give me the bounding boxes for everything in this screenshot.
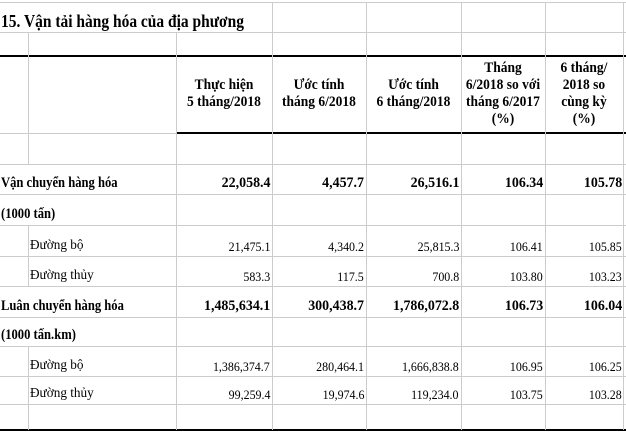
gridline — [0, 256, 626, 257]
header-line: Tháng — [484, 60, 522, 76]
cell-value[interactable]: 25,815.3 — [417, 239, 459, 254]
gridline — [176, 132, 626, 134]
gridline — [176, 32, 177, 430]
cell-value[interactable]: 99,259.4 — [228, 387, 270, 402]
cell-value[interactable]: 700.8 — [432, 269, 459, 284]
cell-value[interactable]: 22,058.4 — [221, 175, 270, 191]
cell-value[interactable]: 103.75 — [510, 387, 543, 402]
gridline — [272, 2, 273, 430]
cell-value[interactable]: 280,464.1 — [316, 359, 364, 374]
gridline — [28, 32, 29, 164]
cell-value[interactable]: 300,438.7 — [308, 298, 364, 314]
table-row-don-vi-1000-tan: (1000 tấn) — [0, 194, 626, 225]
column-header-uoc-tinh-6thang[interactable]: Ước tính 6 tháng/2018 — [366, 56, 461, 132]
row-label[interactable]: Vận chuyển hàng hóa — [1, 175, 118, 191]
gridline — [0, 55, 626, 57]
header-line: 2018 so — [562, 77, 606, 93]
column-header-thuc-hien-5thang[interactable]: Thực hiện 5 tháng/2018 — [176, 56, 272, 132]
column-header-thang6-so-thang6-2017[interactable]: Tháng 6/2018 so với tháng 6/2017 (%) — [461, 56, 545, 132]
gridline — [0, 404, 626, 405]
cell-value[interactable]: 1,386,374.7 — [213, 359, 270, 374]
cell-value[interactable]: 106.73 — [504, 298, 543, 314]
gridline — [0, 429, 626, 431]
gridline — [0, 225, 626, 226]
header-line: Ước tính — [293, 77, 345, 93]
row-label[interactable]: (1000 tấn) — [1, 206, 56, 222]
gridline — [0, 164, 626, 165]
gridline — [0, 317, 626, 318]
gridline — [0, 346, 626, 347]
table-row-duong-bo-lc: Đường bộ 1,386,374.7 280,464.1 1,666,838… — [0, 346, 626, 376]
cell-value[interactable]: 103.23 — [589, 269, 622, 284]
row-label[interactable]: Đường thủy — [30, 268, 94, 283]
gridline — [461, 2, 462, 430]
header-line: 5 tháng/2018 — [187, 94, 261, 110]
table-row-van-chuyen-hang-hoa: Vận chuyển hàng hóa 22,058.4 4,457.7 26,… — [0, 164, 626, 194]
gridline — [0, 2, 626, 3]
gridline — [366, 2, 367, 430]
row-label[interactable]: Luân chuyển hàng hóa — [1, 298, 124, 314]
gridline — [545, 2, 546, 430]
cell-value[interactable]: 105.85 — [589, 239, 622, 254]
cell-value[interactable]: 106.25 — [589, 359, 622, 374]
cell-value[interactable]: 105.78 — [583, 175, 622, 191]
row-label[interactable]: (1000 tấn.km) — [1, 327, 76, 343]
cell-value[interactable]: 583.3 — [243, 269, 270, 284]
row-label[interactable]: Đường thủy — [30, 386, 94, 401]
gridline — [0, 376, 626, 377]
row-label[interactable]: Đường bộ — [30, 238, 84, 253]
header-line: Thực hiện — [194, 77, 254, 93]
header-text: Ước tính 6 tháng/2018 — [371, 77, 457, 111]
cell-value[interactable]: 21,475.1 — [228, 239, 270, 254]
row-label[interactable]: Đường bộ — [30, 358, 84, 373]
table-row-luan-chuyen-hang-hoa: Luân chuyển hàng hóa 1,485,634.1 300,438… — [0, 286, 626, 317]
cell-value[interactable]: 103.28 — [589, 387, 622, 402]
header-line: (%) — [572, 111, 596, 127]
table-row-duong-thuy-lc: Đường thủy 99,259.4 19,974.6 119,234.0 1… — [0, 376, 626, 404]
cell-value[interactable]: 106.04 — [583, 298, 622, 314]
table-row-duong-thuy-vc: Đường thủy 583.3 117.5 700.8 103.80 103.… — [0, 256, 626, 286]
cell-value[interactable]: 106.34 — [504, 175, 543, 191]
gridline — [623, 2, 624, 430]
table-title: 15. Vận tải hàng hóa của địa phương — [1, 11, 244, 31]
header-line: 6/2018 so với — [465, 77, 541, 93]
gridline — [28, 346, 29, 430]
gridline — [28, 225, 29, 286]
cell-value[interactable]: 103.80 — [510, 269, 543, 284]
gridline — [0, 32, 626, 33]
cell-value[interactable]: 119,234.0 — [411, 387, 459, 402]
gridline — [0, 133, 176, 134]
cell-value[interactable]: 117.5 — [337, 269, 364, 284]
header-line: (%) — [491, 111, 515, 127]
cell-value[interactable]: 106.95 — [510, 359, 543, 374]
gridline — [0, 286, 626, 287]
cell-value[interactable]: 26,516.1 — [410, 175, 459, 191]
column-header-6thang-so-cung-ky[interactable]: 6 tháng/ 2018 so cùng kỳ (%) — [545, 56, 623, 132]
header-text: Tháng 6/2018 so với tháng 6/2017 (%) — [465, 60, 541, 128]
table-row-don-vi-1000-tan-km: (1000 tấn.km) — [0, 317, 626, 346]
table-row-duong-bo-vc: Đường bộ 21,475.1 4,340.2 25,815.3 106.4… — [0, 225, 626, 256]
header-line: Ước tính — [388, 77, 439, 93]
header-line: 6 tháng/2018 — [376, 94, 451, 110]
cell-value[interactable]: 19,974.6 — [322, 387, 364, 402]
cell-value[interactable]: 4,457.7 — [322, 175, 364, 191]
header-line: tháng 6/2018 — [282, 94, 356, 110]
header-text: Ước tính tháng 6/2018 — [277, 77, 362, 111]
cell-value[interactable]: 1,786,072.8 — [392, 298, 459, 314]
header-line: tháng 6/2017 — [466, 94, 540, 110]
header-line: cùng kỳ — [561, 94, 607, 110]
cell-value[interactable]: 4,340.2 — [328, 239, 364, 254]
header-line: 6 tháng/ — [560, 60, 608, 76]
cell-value[interactable]: 1,666,838.8 — [402, 359, 459, 374]
cell-value[interactable]: 1,485,634.1 — [203, 298, 270, 314]
gridline — [0, 194, 626, 195]
header-text: 6 tháng/ 2018 so cùng kỳ (%) — [549, 60, 619, 128]
cell-value[interactable]: 106.41 — [510, 239, 543, 254]
header-text: Thực hiện 5 tháng/2018 — [181, 77, 267, 111]
column-header-uoc-tinh-thang6[interactable]: Ước tính tháng 6/2018 — [272, 56, 366, 132]
